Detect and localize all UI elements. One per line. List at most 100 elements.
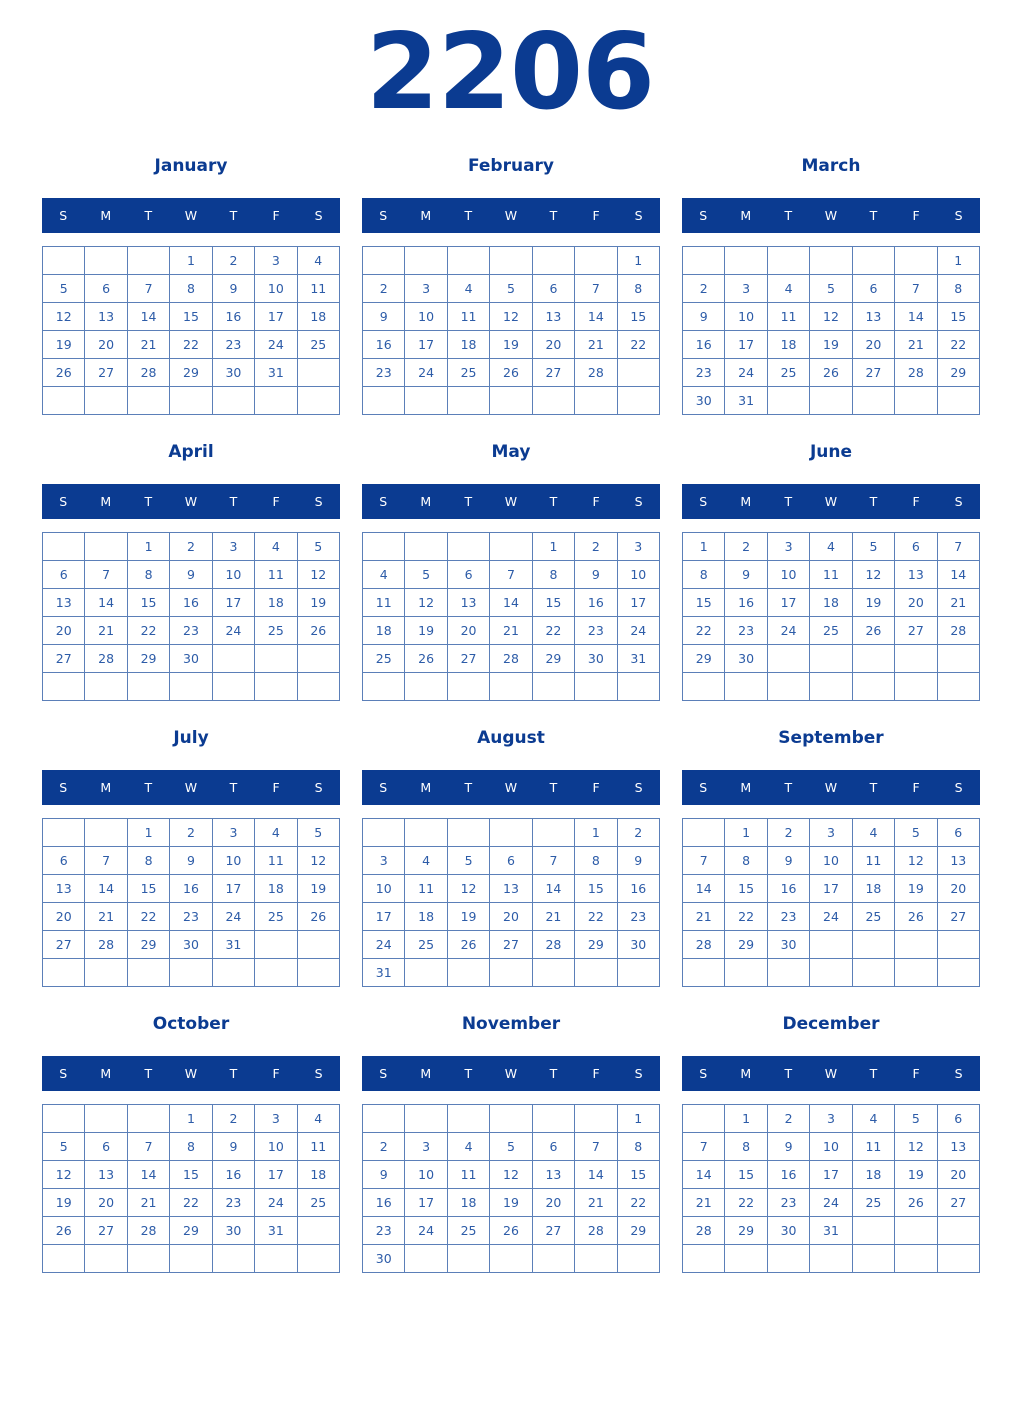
day-cell[interactable]: 29 xyxy=(937,359,980,387)
day-cell[interactable]: 17 xyxy=(255,1161,298,1189)
day-cell[interactable]: 22 xyxy=(725,1189,768,1217)
day-cell[interactable]: 1 xyxy=(617,1105,660,1133)
day-cell[interactable]: 10 xyxy=(363,875,406,903)
day-cell[interactable]: 18 xyxy=(767,331,811,359)
day-cell[interactable]: 1 xyxy=(617,247,660,275)
day-cell[interactable]: 28 xyxy=(127,359,171,387)
day-cell[interactable]: 2 xyxy=(363,1133,406,1161)
day-cell[interactable]: 10 xyxy=(810,1133,853,1161)
day-cell[interactable]: 24 xyxy=(405,359,448,387)
day-cell[interactable]: 23 xyxy=(767,1189,811,1217)
day-cell[interactable]: 16 xyxy=(212,1161,256,1189)
day-cell[interactable]: 30 xyxy=(617,931,660,959)
day-cell[interactable]: 19 xyxy=(895,1161,938,1189)
day-cell[interactable]: 3 xyxy=(212,533,256,561)
day-cell[interactable]: 25 xyxy=(255,617,298,645)
day-cell[interactable]: 6 xyxy=(43,847,86,875)
day-cell[interactable]: 9 xyxy=(725,561,768,589)
day-cell[interactable]: 27 xyxy=(43,931,86,959)
day-cell[interactable]: 25 xyxy=(767,359,811,387)
day-cell[interactable]: 7 xyxy=(532,847,576,875)
day-cell[interactable]: 13 xyxy=(43,875,86,903)
day-cell[interactable]: 14 xyxy=(85,875,128,903)
day-cell[interactable]: 30 xyxy=(212,359,256,387)
day-cell[interactable]: 18 xyxy=(447,331,491,359)
day-cell[interactable]: 13 xyxy=(85,303,128,331)
day-cell[interactable]: 24 xyxy=(767,617,811,645)
day-cell[interactable]: 18 xyxy=(447,1189,491,1217)
day-cell[interactable]: 8 xyxy=(170,275,213,303)
day-cell[interactable]: 12 xyxy=(43,1161,86,1189)
day-cell[interactable]: 6 xyxy=(447,561,491,589)
day-cell[interactable]: 16 xyxy=(170,875,213,903)
day-cell[interactable]: 10 xyxy=(255,1133,298,1161)
day-cell[interactable]: 21 xyxy=(127,1189,171,1217)
day-cell[interactable]: 21 xyxy=(683,1189,726,1217)
day-cell[interactable]: 5 xyxy=(895,819,938,847)
day-cell[interactable]: 20 xyxy=(852,331,896,359)
day-cell[interactable]: 17 xyxy=(363,903,406,931)
day-cell[interactable]: 19 xyxy=(447,903,491,931)
day-cell[interactable]: 29 xyxy=(725,931,768,959)
day-cell[interactable]: 11 xyxy=(255,847,298,875)
day-cell[interactable]: 16 xyxy=(683,331,726,359)
day-cell[interactable]: 31 xyxy=(810,1217,853,1245)
day-cell[interactable]: 22 xyxy=(575,903,618,931)
day-cell[interactable]: 27 xyxy=(532,1217,576,1245)
day-cell[interactable]: 20 xyxy=(532,331,576,359)
day-cell[interactable]: 13 xyxy=(532,1161,576,1189)
day-cell[interactable]: 6 xyxy=(85,275,128,303)
day-cell[interactable]: 24 xyxy=(363,931,406,959)
day-cell[interactable]: 10 xyxy=(255,275,298,303)
day-cell[interactable]: 21 xyxy=(575,331,618,359)
day-cell[interactable]: 29 xyxy=(617,1217,660,1245)
day-cell[interactable]: 5 xyxy=(405,561,448,589)
day-cell[interactable]: 4 xyxy=(852,1105,896,1133)
day-cell[interactable]: 9 xyxy=(212,275,256,303)
day-cell[interactable]: 2 xyxy=(212,1105,256,1133)
day-cell[interactable]: 8 xyxy=(127,561,171,589)
day-cell[interactable]: 2 xyxy=(767,819,811,847)
day-cell[interactable]: 21 xyxy=(575,1189,618,1217)
day-cell[interactable]: 20 xyxy=(85,1189,128,1217)
day-cell[interactable]: 20 xyxy=(447,617,491,645)
day-cell[interactable]: 15 xyxy=(127,875,171,903)
day-cell[interactable]: 20 xyxy=(937,1161,980,1189)
day-cell[interactable]: 4 xyxy=(852,819,896,847)
day-cell[interactable]: 5 xyxy=(297,819,340,847)
day-cell[interactable]: 25 xyxy=(447,1217,491,1245)
day-cell[interactable]: 24 xyxy=(255,331,298,359)
day-cell[interactable]: 7 xyxy=(895,275,938,303)
day-cell[interactable]: 27 xyxy=(43,645,86,673)
day-cell[interactable]: 2 xyxy=(683,275,726,303)
day-cell[interactable]: 11 xyxy=(447,1161,491,1189)
day-cell[interactable]: 16 xyxy=(363,1189,406,1217)
day-cell[interactable]: 17 xyxy=(405,331,448,359)
day-cell[interactable]: 22 xyxy=(170,331,213,359)
day-cell[interactable]: 11 xyxy=(297,1133,340,1161)
day-cell[interactable]: 21 xyxy=(937,589,980,617)
day-cell[interactable]: 28 xyxy=(532,931,576,959)
day-cell[interactable]: 9 xyxy=(363,303,406,331)
day-cell[interactable]: 16 xyxy=(767,1161,811,1189)
day-cell[interactable]: 24 xyxy=(212,617,256,645)
day-cell[interactable]: 13 xyxy=(937,1133,980,1161)
day-cell[interactable]: 31 xyxy=(255,1217,298,1245)
day-cell[interactable]: 13 xyxy=(85,1161,128,1189)
day-cell[interactable]: 3 xyxy=(767,533,811,561)
day-cell[interactable]: 18 xyxy=(810,589,853,617)
day-cell[interactable]: 7 xyxy=(85,847,128,875)
day-cell[interactable]: 10 xyxy=(810,847,853,875)
day-cell[interactable]: 9 xyxy=(170,847,213,875)
day-cell[interactable]: 11 xyxy=(363,589,406,617)
day-cell[interactable]: 13 xyxy=(490,875,533,903)
day-cell[interactable]: 11 xyxy=(405,875,448,903)
day-cell[interactable]: 14 xyxy=(490,589,533,617)
day-cell[interactable]: 1 xyxy=(725,1105,768,1133)
day-cell[interactable]: 5 xyxy=(810,275,853,303)
day-cell[interactable]: 27 xyxy=(447,645,491,673)
day-cell[interactable]: 27 xyxy=(852,359,896,387)
day-cell[interactable]: 20 xyxy=(85,331,128,359)
day-cell[interactable]: 13 xyxy=(852,303,896,331)
day-cell[interactable]: 23 xyxy=(170,617,213,645)
